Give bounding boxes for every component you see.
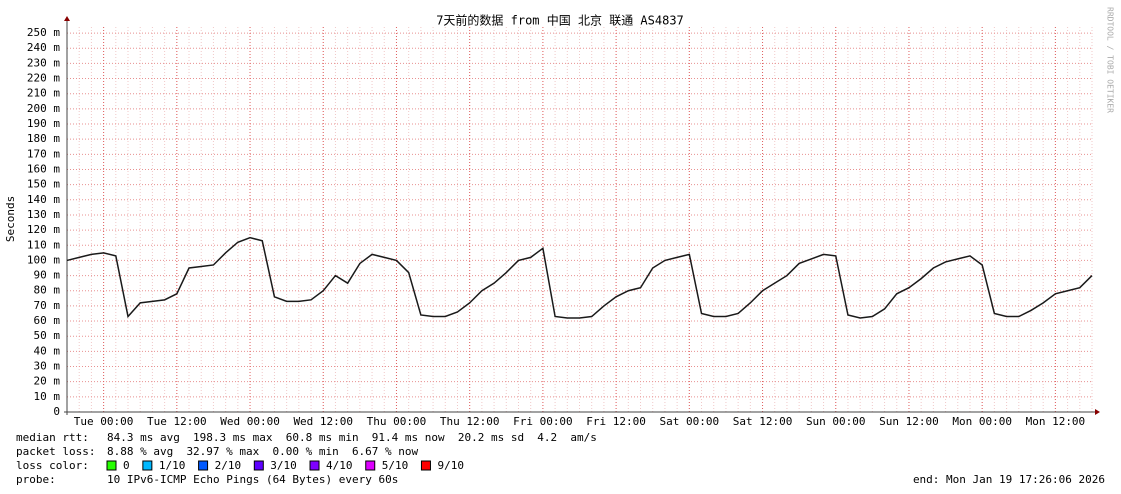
y-tick-label: 230 m	[27, 56, 60, 69]
x-tick-label: Wed 12:00	[293, 415, 353, 428]
legend-value: 198.3 ms max	[193, 431, 273, 444]
chart-title: 7天前的数据 from 中国 北京 联通 AS4837	[436, 13, 684, 28]
side-text: RRDTOOL / TOBI OETIKER	[1106, 7, 1115, 113]
y-tick-label: 210 m	[27, 87, 60, 100]
y-tick-label: 40 m	[34, 344, 61, 357]
axis-arrow	[1095, 409, 1100, 415]
end-time: end: Mon Jan 19 17:26:06 2026	[913, 473, 1105, 486]
x-tick-label: Fri 12:00	[586, 415, 646, 428]
legend-value: 8.88 % avg	[107, 445, 173, 458]
y-tick-label: 220 m	[27, 72, 60, 85]
x-tick-label: Sun 00:00	[806, 415, 866, 428]
x-tick-label: Tue 12:00	[147, 415, 207, 428]
probe-text: 10 IPv6-ICMP Echo Pings (64 Bytes) every…	[107, 473, 398, 486]
legend-value: 20.2 ms sd	[458, 431, 524, 444]
loss-label: 1/10	[159, 459, 186, 472]
y-tick-label: 150 m	[27, 178, 60, 191]
loss-swatch	[309, 460, 320, 471]
loss-label: 9/10	[437, 459, 464, 472]
legend-value: 6.67 % now	[352, 445, 419, 458]
y-tick-label: 80 m	[34, 284, 61, 297]
y-tick-label: 90 m	[34, 269, 61, 282]
y-tick-label: 10 m	[34, 390, 61, 403]
legend-value: 4.2	[537, 431, 557, 444]
y-tick-label: 180 m	[27, 132, 60, 145]
x-tick-label: Tue 00:00	[74, 415, 134, 428]
legend-label: packet loss:	[16, 445, 95, 458]
loss-swatch	[365, 460, 376, 471]
loss-label: 3/10	[270, 459, 297, 472]
y-tick-label: 140 m	[27, 193, 60, 206]
x-tick-label: Sat 00:00	[660, 415, 720, 428]
loss-swatch	[420, 460, 431, 471]
loss-swatch	[253, 460, 264, 471]
x-tick-label: Sun 12:00	[879, 415, 939, 428]
loss-swatch	[142, 460, 153, 471]
y-tick-label: 120 m	[27, 223, 60, 236]
y-tick-label: 170 m	[27, 147, 60, 160]
x-tick-label: Mon 00:00	[952, 415, 1012, 428]
loss-label: 5/10	[382, 459, 409, 472]
legend-value: 0.00 % min	[273, 445, 339, 458]
loss-label: 4/10	[326, 459, 353, 472]
x-tick-label: Sat 12:00	[733, 415, 793, 428]
y-tick-label: 60 m	[34, 314, 61, 327]
y-tick-label: 200 m	[27, 102, 60, 115]
y-tick-label: 130 m	[27, 208, 60, 221]
y-tick-label: 50 m	[34, 329, 61, 342]
x-tick-label: Fri 00:00	[513, 415, 573, 428]
legend-label: loss color:	[16, 459, 89, 472]
legend-value: 32.97 % max	[186, 445, 259, 458]
y-tick-label: 250 m	[27, 26, 60, 39]
y-tick-label: 100 m	[27, 253, 60, 266]
y-tick-label: 160 m	[27, 162, 60, 175]
x-tick-label: Mon 12:00	[1026, 415, 1086, 428]
loss-label: 0	[123, 459, 130, 472]
loss-label: 2/10	[215, 459, 242, 472]
legend-label: probe:	[16, 473, 56, 486]
x-tick-label: Wed 00:00	[220, 415, 280, 428]
y-tick-label: 70 m	[34, 299, 61, 312]
legend-value: am/s	[570, 431, 597, 444]
y-tick-label: 240 m	[27, 41, 60, 54]
legend-value: 60.8 ms min	[286, 431, 359, 444]
median-line	[66, 236, 1093, 319]
loss-swatch	[198, 460, 209, 471]
y-axis-label: Seconds	[4, 196, 17, 242]
legend-label: median rtt:	[16, 431, 89, 444]
y-tick-label: 30 m	[34, 360, 61, 373]
loss-swatch	[106, 460, 117, 471]
y-tick-label: 20 m	[34, 375, 61, 388]
x-tick-label: Thu 00:00	[367, 415, 427, 428]
axis-arrow	[64, 16, 70, 21]
x-tick-label: Thu 12:00	[440, 415, 500, 428]
legend-value: 84.3 ms avg	[107, 431, 180, 444]
y-tick-label: 190 m	[27, 117, 60, 130]
y-tick-label: 110 m	[27, 238, 60, 251]
legend-value: 91.4 ms now	[372, 431, 445, 444]
y-tick-label: 0	[53, 405, 60, 418]
